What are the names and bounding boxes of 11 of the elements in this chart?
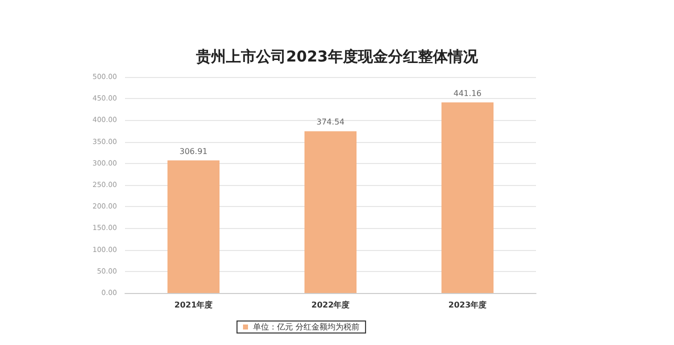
legend-label: 单位：亿元 分红金额均为税前 xyxy=(253,322,360,332)
bar xyxy=(441,102,494,293)
bar xyxy=(304,131,357,293)
data-label: 441.16 xyxy=(454,88,482,98)
x-tick-label: 2023年度 xyxy=(448,300,487,310)
data-label: 306.91 xyxy=(180,146,208,156)
x-tick-label: 2021年度 xyxy=(174,300,213,310)
x-tick-label: 2022年度 xyxy=(311,300,350,310)
data-label: 374.54 xyxy=(316,118,344,127)
bar xyxy=(167,160,220,293)
chart-title: 贵州上市公司2023年度现金分红整体情况 xyxy=(195,48,479,66)
